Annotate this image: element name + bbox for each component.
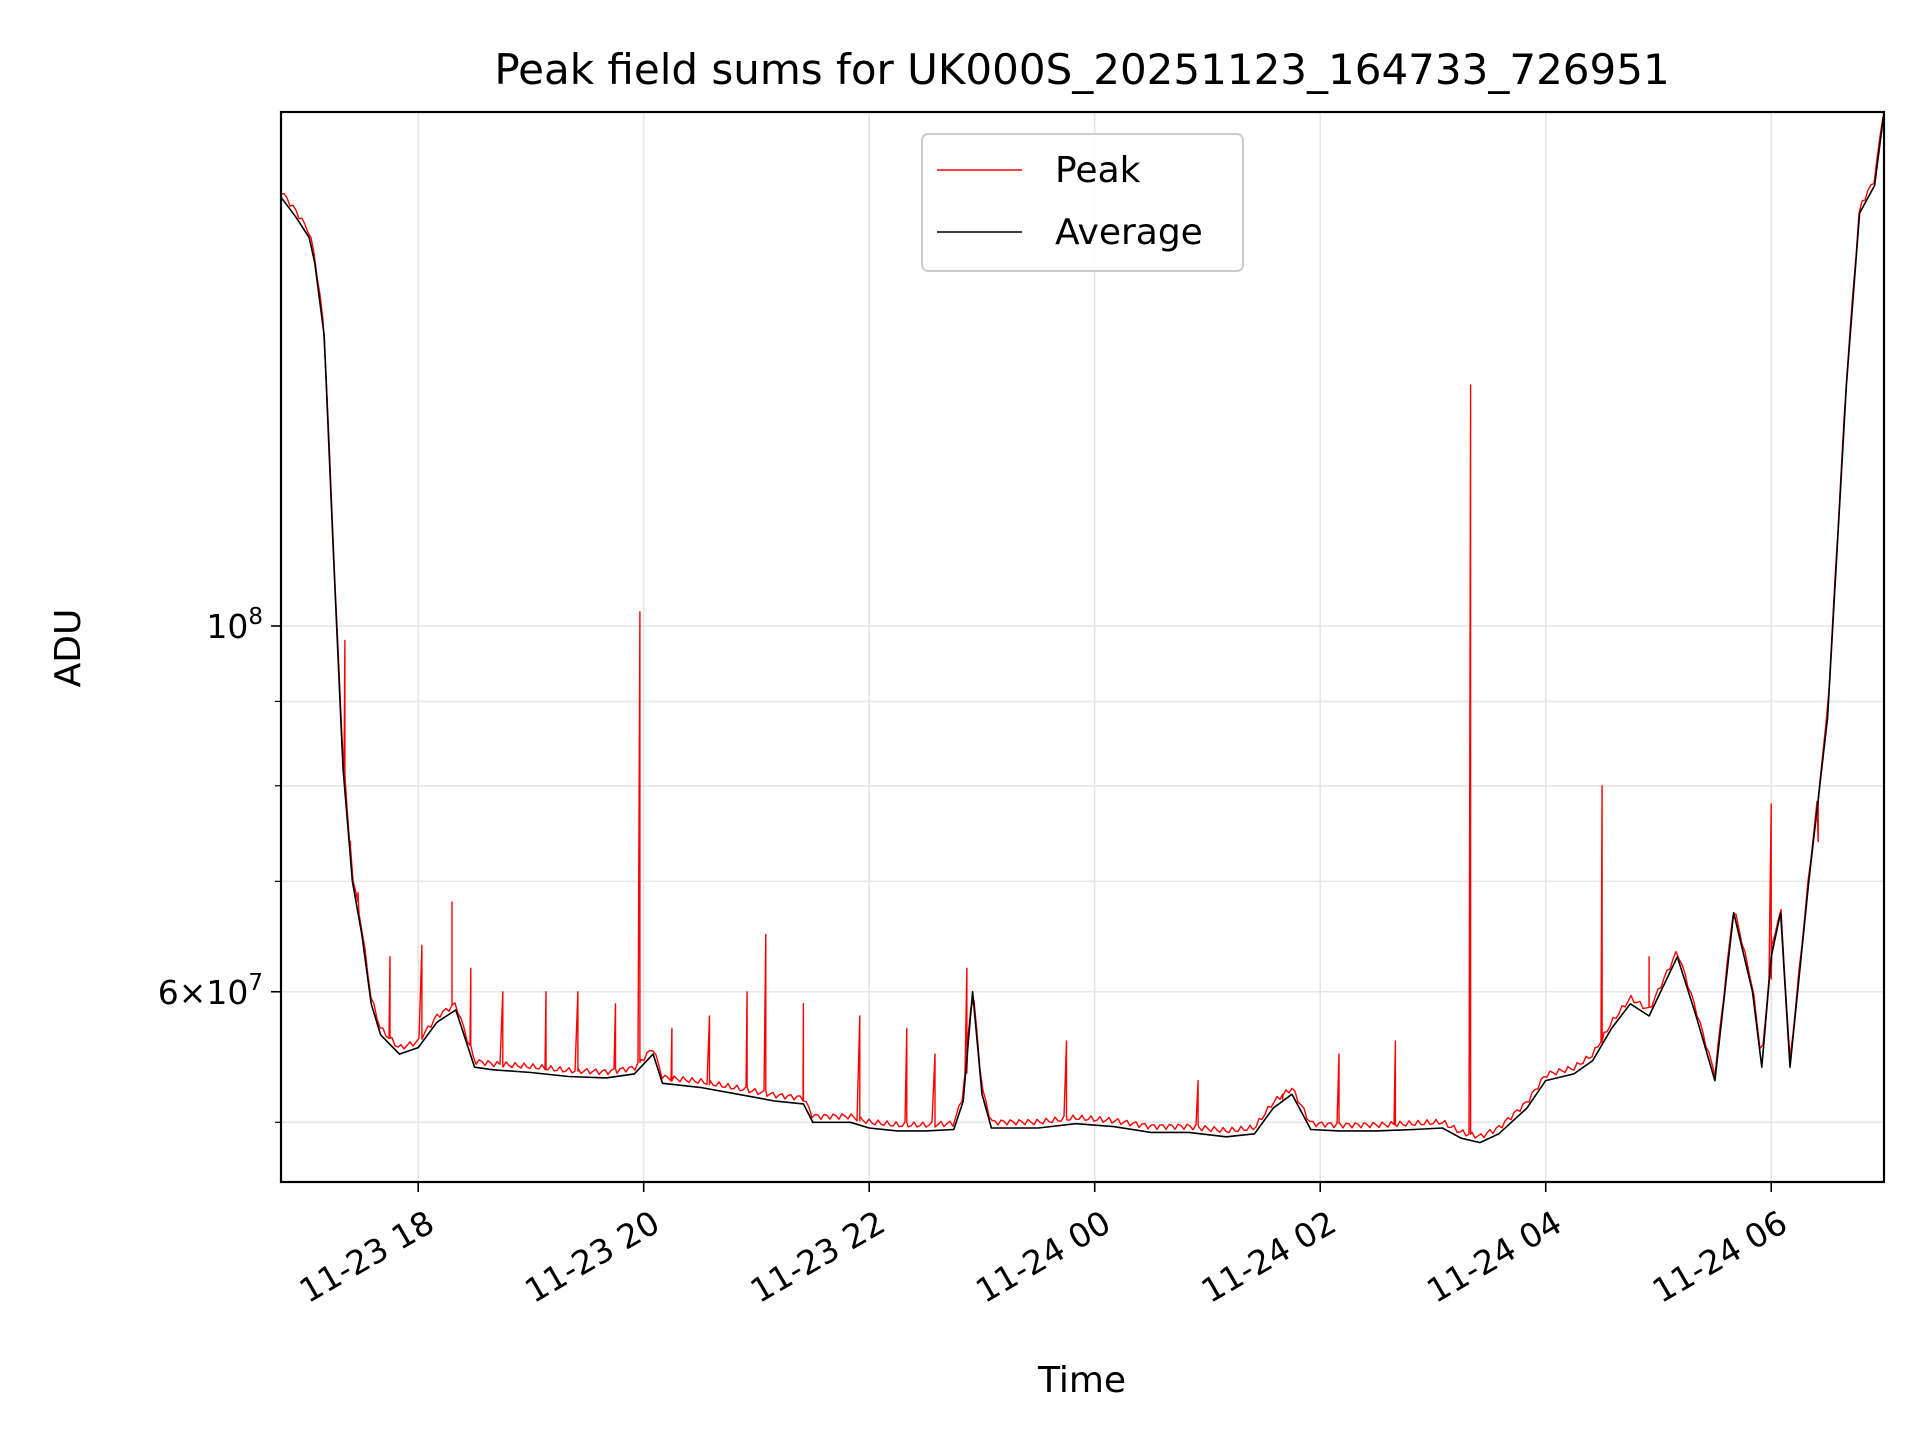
legend-label-average: Average	[1055, 212, 1203, 253]
legend-label-peak: Peak	[1055, 150, 1141, 191]
chart-title: Peak field sums for UK000S_20251123_1647…	[494, 45, 1669, 94]
legend-box	[921, 133, 1244, 272]
x-axis-title: Time	[1037, 1360, 1126, 1401]
y-axis-title: ADU	[48, 609, 89, 688]
legend: Peak Average	[921, 133, 1244, 272]
series-peak-line	[280, 116, 1884, 1139]
series-average-line	[280, 111, 1885, 1144]
series-layer	[280, 111, 1885, 1144]
grid-layer	[281, 112, 1884, 1182]
y-tick-label: 108	[206, 604, 263, 646]
y-tick-label: 6×107	[158, 970, 263, 1012]
plot-frame	[279, 110, 1886, 1184]
